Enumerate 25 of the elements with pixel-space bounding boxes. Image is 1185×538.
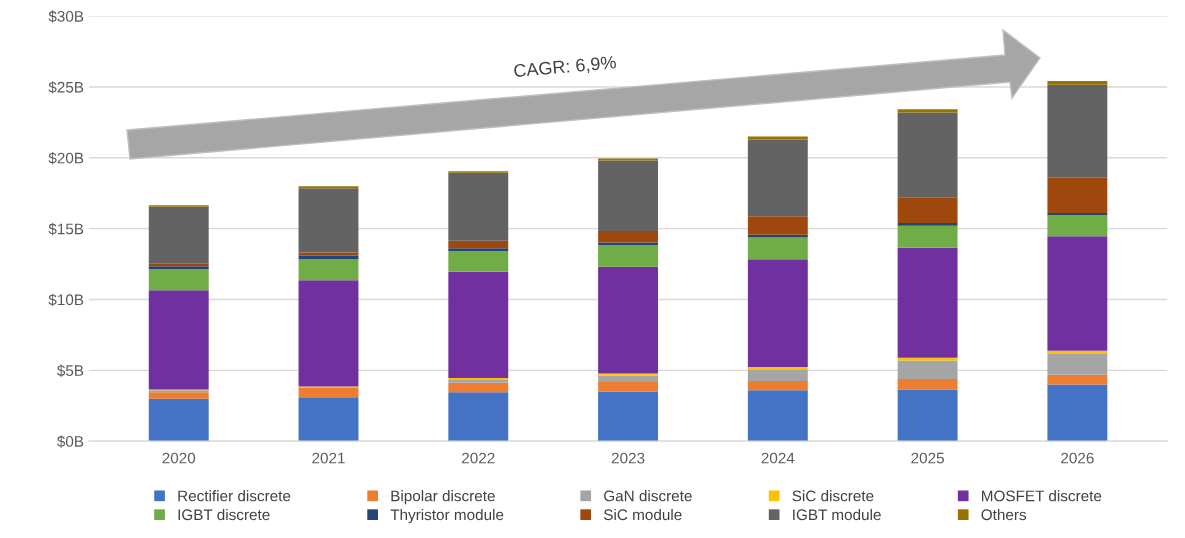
x-tick-label: 2023	[611, 452, 645, 464]
y-tick-label: $20B	[48, 152, 84, 165]
annotation: CAGR: 6,9%	[513, 55, 617, 80]
legend-label: Rectifier discrete	[178, 490, 291, 502]
y-tick-label: $10B	[48, 293, 84, 307]
legend-label: SiC discrete	[792, 490, 874, 502]
x-tick-label: 2025	[911, 452, 944, 464]
y-tick-label: $5B	[57, 364, 84, 377]
x-tick-label: 2024	[761, 452, 795, 464]
legend-label: Bipolar discrete	[391, 490, 495, 505]
y-tick-label: $30B	[48, 10, 84, 23]
legend-label: Others	[981, 508, 1027, 521]
x-tick-label: 2021	[312, 452, 345, 464]
y-tick-label: $15B	[48, 222, 84, 236]
legend-label: GaN discrete	[604, 490, 692, 502]
legend-label: IGBT discrete	[178, 508, 270, 521]
legend-label: SiC module	[603, 508, 682, 521]
x-tick-label: 2020	[162, 452, 196, 464]
y-tick-label: $25B	[48, 81, 84, 94]
legend-label: Thyristor module	[390, 508, 504, 524]
x-tick-label: 2022	[462, 452, 495, 464]
legend-label: MOSFET discrete	[982, 490, 1102, 502]
x-tick-label: 2026	[1061, 452, 1094, 464]
y-tick-label: $0B	[57, 435, 84, 448]
legend-label: IGBT module	[793, 508, 881, 521]
